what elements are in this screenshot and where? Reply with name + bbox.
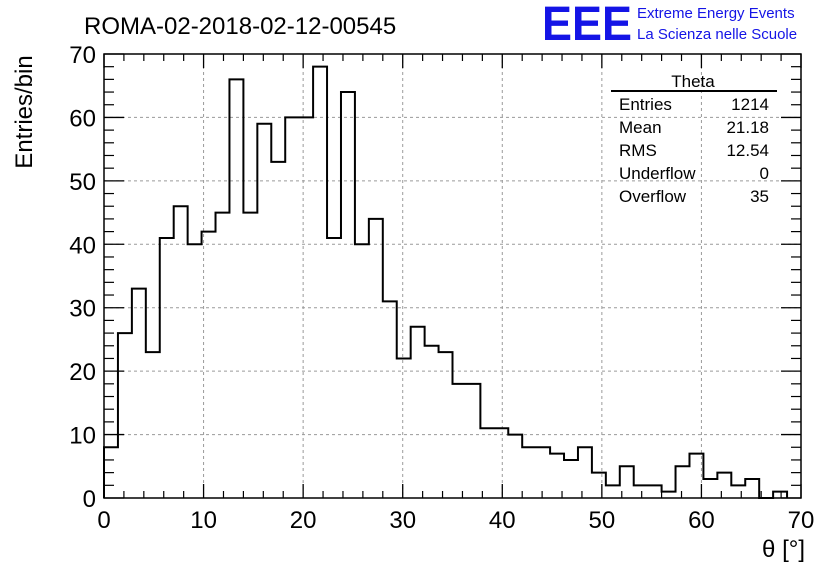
- x-tick-label: 30: [389, 507, 416, 534]
- y-axis-label: Entries/bin: [11, 55, 38, 168]
- logo-line-1: Extreme Energy Events: [637, 5, 795, 22]
- y-tick-label: 50: [69, 169, 96, 196]
- y-tick-label: 0: [83, 486, 96, 513]
- stats-value-mean: 21.18: [726, 118, 769, 137]
- chart-title: ROMA-02-2018-02-12-00545: [84, 13, 396, 40]
- x-tick-label: 0: [97, 507, 110, 534]
- tick-labels: 0 10 20 30 40 50 60 70 0 10 20 30 40 50 60 70: [69, 42, 814, 534]
- histogram-outline: [103, 65, 789, 499]
- x-tick-label: 20: [290, 507, 317, 534]
- x-tick-label: 40: [489, 507, 516, 534]
- x-tick-label: 70: [788, 507, 815, 534]
- plot-frame: [103, 53, 802, 499]
- logo-line-2: La Scienza nelle Scuole: [637, 26, 797, 43]
- stats-label-mean: Mean: [619, 118, 662, 137]
- stats-title: Theta: [671, 72, 715, 91]
- axis-ticks: [103, 53, 802, 499]
- stats-label-underflow: Underflow: [619, 164, 696, 183]
- logo-mark: EEE: [542, 0, 632, 51]
- x-tick-label: 10: [190, 507, 217, 534]
- y-tick-label: 70: [69, 42, 96, 69]
- y-tick-label: 10: [69, 423, 96, 450]
- stats-label-rms: RMS: [619, 141, 657, 160]
- x-axis-label: θ [°]: [762, 536, 805, 563]
- grid-lines: [104, 54, 801, 498]
- stats-value-rms: 12.54: [726, 141, 769, 160]
- stats-label-entries: Entries: [619, 95, 672, 114]
- eee-logo: EEE Extreme Energy Events La Scienza nel…: [542, 0, 797, 51]
- y-tick-label: 40: [69, 232, 96, 259]
- stats-box: Theta Entries 1214 Mean 21.18 RMS 12.54 …: [611, 72, 777, 206]
- stats-value-overflow: 35: [750, 187, 769, 206]
- stats-value-entries: 1214: [731, 95, 769, 114]
- y-tick-label: 60: [69, 105, 96, 132]
- y-tick-label: 20: [69, 359, 96, 386]
- x-tick-label: 60: [688, 507, 715, 534]
- stats-label-overflow: Overflow: [619, 187, 687, 206]
- stats-value-underflow: 0: [760, 164, 769, 183]
- x-tick-label: 50: [589, 507, 616, 534]
- y-tick-label: 30: [69, 296, 96, 323]
